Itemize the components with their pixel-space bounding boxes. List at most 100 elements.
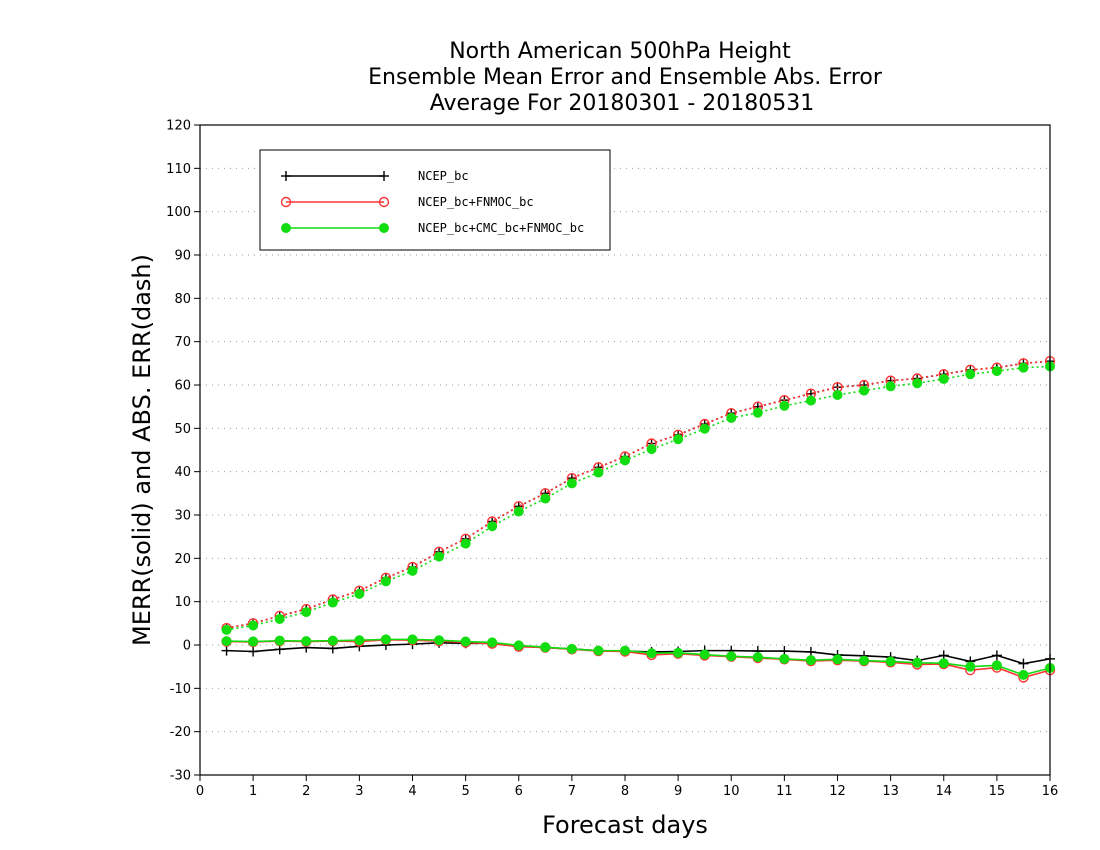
x-axis-label: Forecast days [542,811,708,839]
abs-err-point [859,385,870,396]
abs-err-point [301,607,312,618]
merr-point [646,648,657,659]
merr-point [487,637,498,648]
merr-point [593,645,604,656]
x-tick-label: 1 [249,784,257,799]
y-tick-label: -30 [170,769,191,784]
y-tick-label: 10 [174,595,191,610]
abs-err-point [832,389,843,400]
abs-err-point [620,455,630,466]
x-tick-label: 4 [408,784,416,799]
x-tick-label: 10 [723,784,740,799]
legend-label: NCEP_bc+CMC_bc+FNMOC_bc [418,221,584,235]
abs-err-line [226,365,1051,631]
merr-point [380,634,391,645]
abs-err-point [487,521,498,532]
abs-err-point [805,395,816,406]
abs-err-point [912,378,923,389]
y-axis-label: MERR(solid) and ABS. ERR(dash) [128,254,156,646]
x-tick-label: 7 [568,784,576,799]
abs-err-point [221,624,232,635]
abs-err-point [938,373,949,384]
series-1 [221,355,1056,683]
abs-err-point [752,407,763,418]
abs-err-point [699,423,710,434]
merr-point [726,651,737,662]
abs-err-line [226,360,1051,629]
merr-point [301,636,312,647]
y-tick-label: 40 [174,465,191,480]
y-tick-label: 90 [174,249,191,264]
abs-err-point [327,597,338,608]
abs-err-point [513,506,524,517]
x-tick-label: 0 [196,784,204,799]
merr-point [221,645,232,656]
x-tick-label: 2 [302,784,310,799]
merr-point [805,655,816,666]
x-tick-label: 13 [882,784,899,799]
x-tick-label: 6 [515,784,523,799]
title-line-2: Ensemble Mean Error and Ensemble Abs. Er… [368,65,883,90]
merr-point [566,643,577,654]
x-tick-label: 12 [829,784,846,799]
series-0 [221,356,1055,669]
abs-err-point [434,551,445,562]
abs-err-point [248,620,259,631]
merr-point [991,650,1002,661]
abs-err-point [726,412,737,423]
abs-err-line [226,360,1051,629]
y-tick-label: -10 [170,682,191,697]
title-line-1: North American 500hPa Height [449,39,791,64]
x-tick-label: 16 [1042,784,1059,799]
legend-entry-1: NCEP_bc+FNMOC_bc [280,195,534,209]
x-tick-label: 3 [355,784,363,799]
series-2 [221,361,1055,680]
legend-box [259,149,611,251]
legend-marker [281,171,291,181]
abs-err-point [965,369,976,380]
merr-point [938,658,949,669]
y-tick-label: 30 [174,509,191,524]
abs-err-point [991,366,1002,377]
abs-err-point [540,493,551,504]
x-tick-label: 8 [621,784,629,799]
y-tick-label: 50 [174,422,191,437]
gridlines [200,167,1050,733]
x-tick-label: 9 [674,784,682,799]
legend-label: NCEP_bc [418,169,469,183]
merr-point [248,646,259,657]
merr-point [832,654,843,665]
merr-point [965,661,976,672]
title-line-3: Average For 20180301 - 20180531 [430,91,815,116]
y-tick-label: 60 [174,379,191,394]
y-tick-label: 20 [174,552,191,567]
merr-point [327,635,338,646]
legend-marker [379,223,389,233]
legend-entry-0: NCEP_bc [281,169,469,183]
y-tick-label: 110 [166,162,191,177]
merr-point [620,645,630,656]
abs-err-point [354,588,365,599]
abs-err-point [460,538,471,549]
y-tick-label: 80 [174,292,191,307]
abs-err-point [380,576,391,587]
legend-entry-2: NCEP_bc+CMC_bc+FNMOC_bc [281,221,584,235]
abs-err-point [407,565,418,576]
legend-marker [379,171,389,181]
x-tick-label: 5 [461,784,469,799]
chart-title: North American 500hPa Height Ensemble Me… [368,39,883,116]
y-tick-label: 0 [183,639,191,654]
merr-point [513,640,524,651]
merr-point [1018,658,1029,669]
merr-point [752,652,763,663]
legend-marker [378,196,390,208]
legend-marker [281,223,291,233]
abs-err-point [566,478,577,489]
merr-point [540,642,551,653]
y-tick-label: 100 [166,205,191,220]
y-tick-label: 120 [166,119,191,134]
legend: NCEP_bc NCEP_bc+FNMOC_bc NCEP_bc+CMC_bc+FN… [259,149,611,251]
abs-err-point [779,400,790,411]
